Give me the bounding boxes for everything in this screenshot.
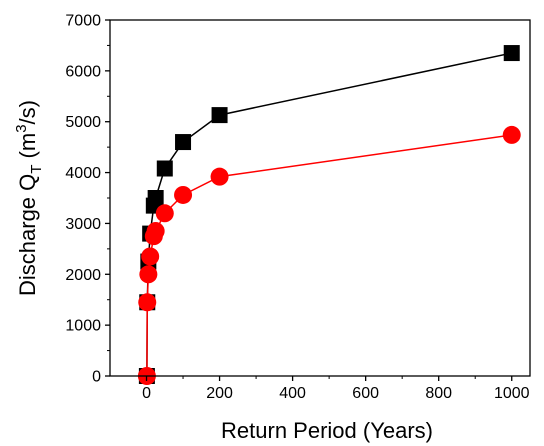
y-tick-label: 1000 <box>65 318 101 335</box>
data-point-circle <box>502 125 521 144</box>
y-tick-label: 6000 <box>65 63 101 80</box>
data-point-square <box>211 107 228 124</box>
data-point-square <box>503 45 520 62</box>
data-point-circle <box>174 185 193 204</box>
y-tick-label: 7000 <box>65 13 101 30</box>
data-point-square <box>175 134 192 151</box>
series-line <box>146 52 512 377</box>
y-axis-title-superscript: 3 <box>13 124 30 132</box>
x-tick-label: 0 <box>142 385 151 402</box>
y-axis-title-subscript: T <box>28 165 45 174</box>
y-axis-title-unit-open: (m <box>15 133 40 165</box>
axes: 0 200 400 600 800 1000 0 1000 2000 3000 4000 5000 60… <box>65 13 531 402</box>
data-point-circle <box>139 265 158 284</box>
x-tick-label: 400 <box>279 385 306 402</box>
x-tick-label: 600 <box>352 385 379 402</box>
y-tick-label: 3000 <box>65 216 101 233</box>
data-point-circle <box>155 204 174 223</box>
series-line <box>146 134 512 377</box>
series-1 <box>138 45 520 384</box>
data-point-circle <box>138 293 157 312</box>
y-tick-label: 2000 <box>65 267 101 284</box>
y-axis-title-unit-close: /s) <box>15 100 40 124</box>
y-tick-label: 4000 <box>65 165 101 182</box>
x-tick-label: 800 <box>425 385 452 402</box>
data-point-circle <box>210 167 229 186</box>
y-axis-title-prefix: Discharge Q <box>15 174 40 296</box>
series-2 <box>137 125 521 385</box>
y-axis-title: Discharge QT (m3/s) <box>13 100 45 296</box>
plot-content <box>137 45 521 385</box>
x-tick-label: 200 <box>206 385 233 402</box>
data-point-circle <box>141 247 160 266</box>
data-point-square <box>147 190 164 206</box>
x-tick-label: 1000 <box>494 385 530 402</box>
plot-frame <box>109 19 531 377</box>
y-tick-label: 0 <box>92 369 101 386</box>
x-axis-title: Return Period (Years) <box>221 418 433 443</box>
y-tick-label: 5000 <box>65 114 101 131</box>
data-point-square <box>156 160 173 177</box>
data-point-circle <box>146 222 165 241</box>
